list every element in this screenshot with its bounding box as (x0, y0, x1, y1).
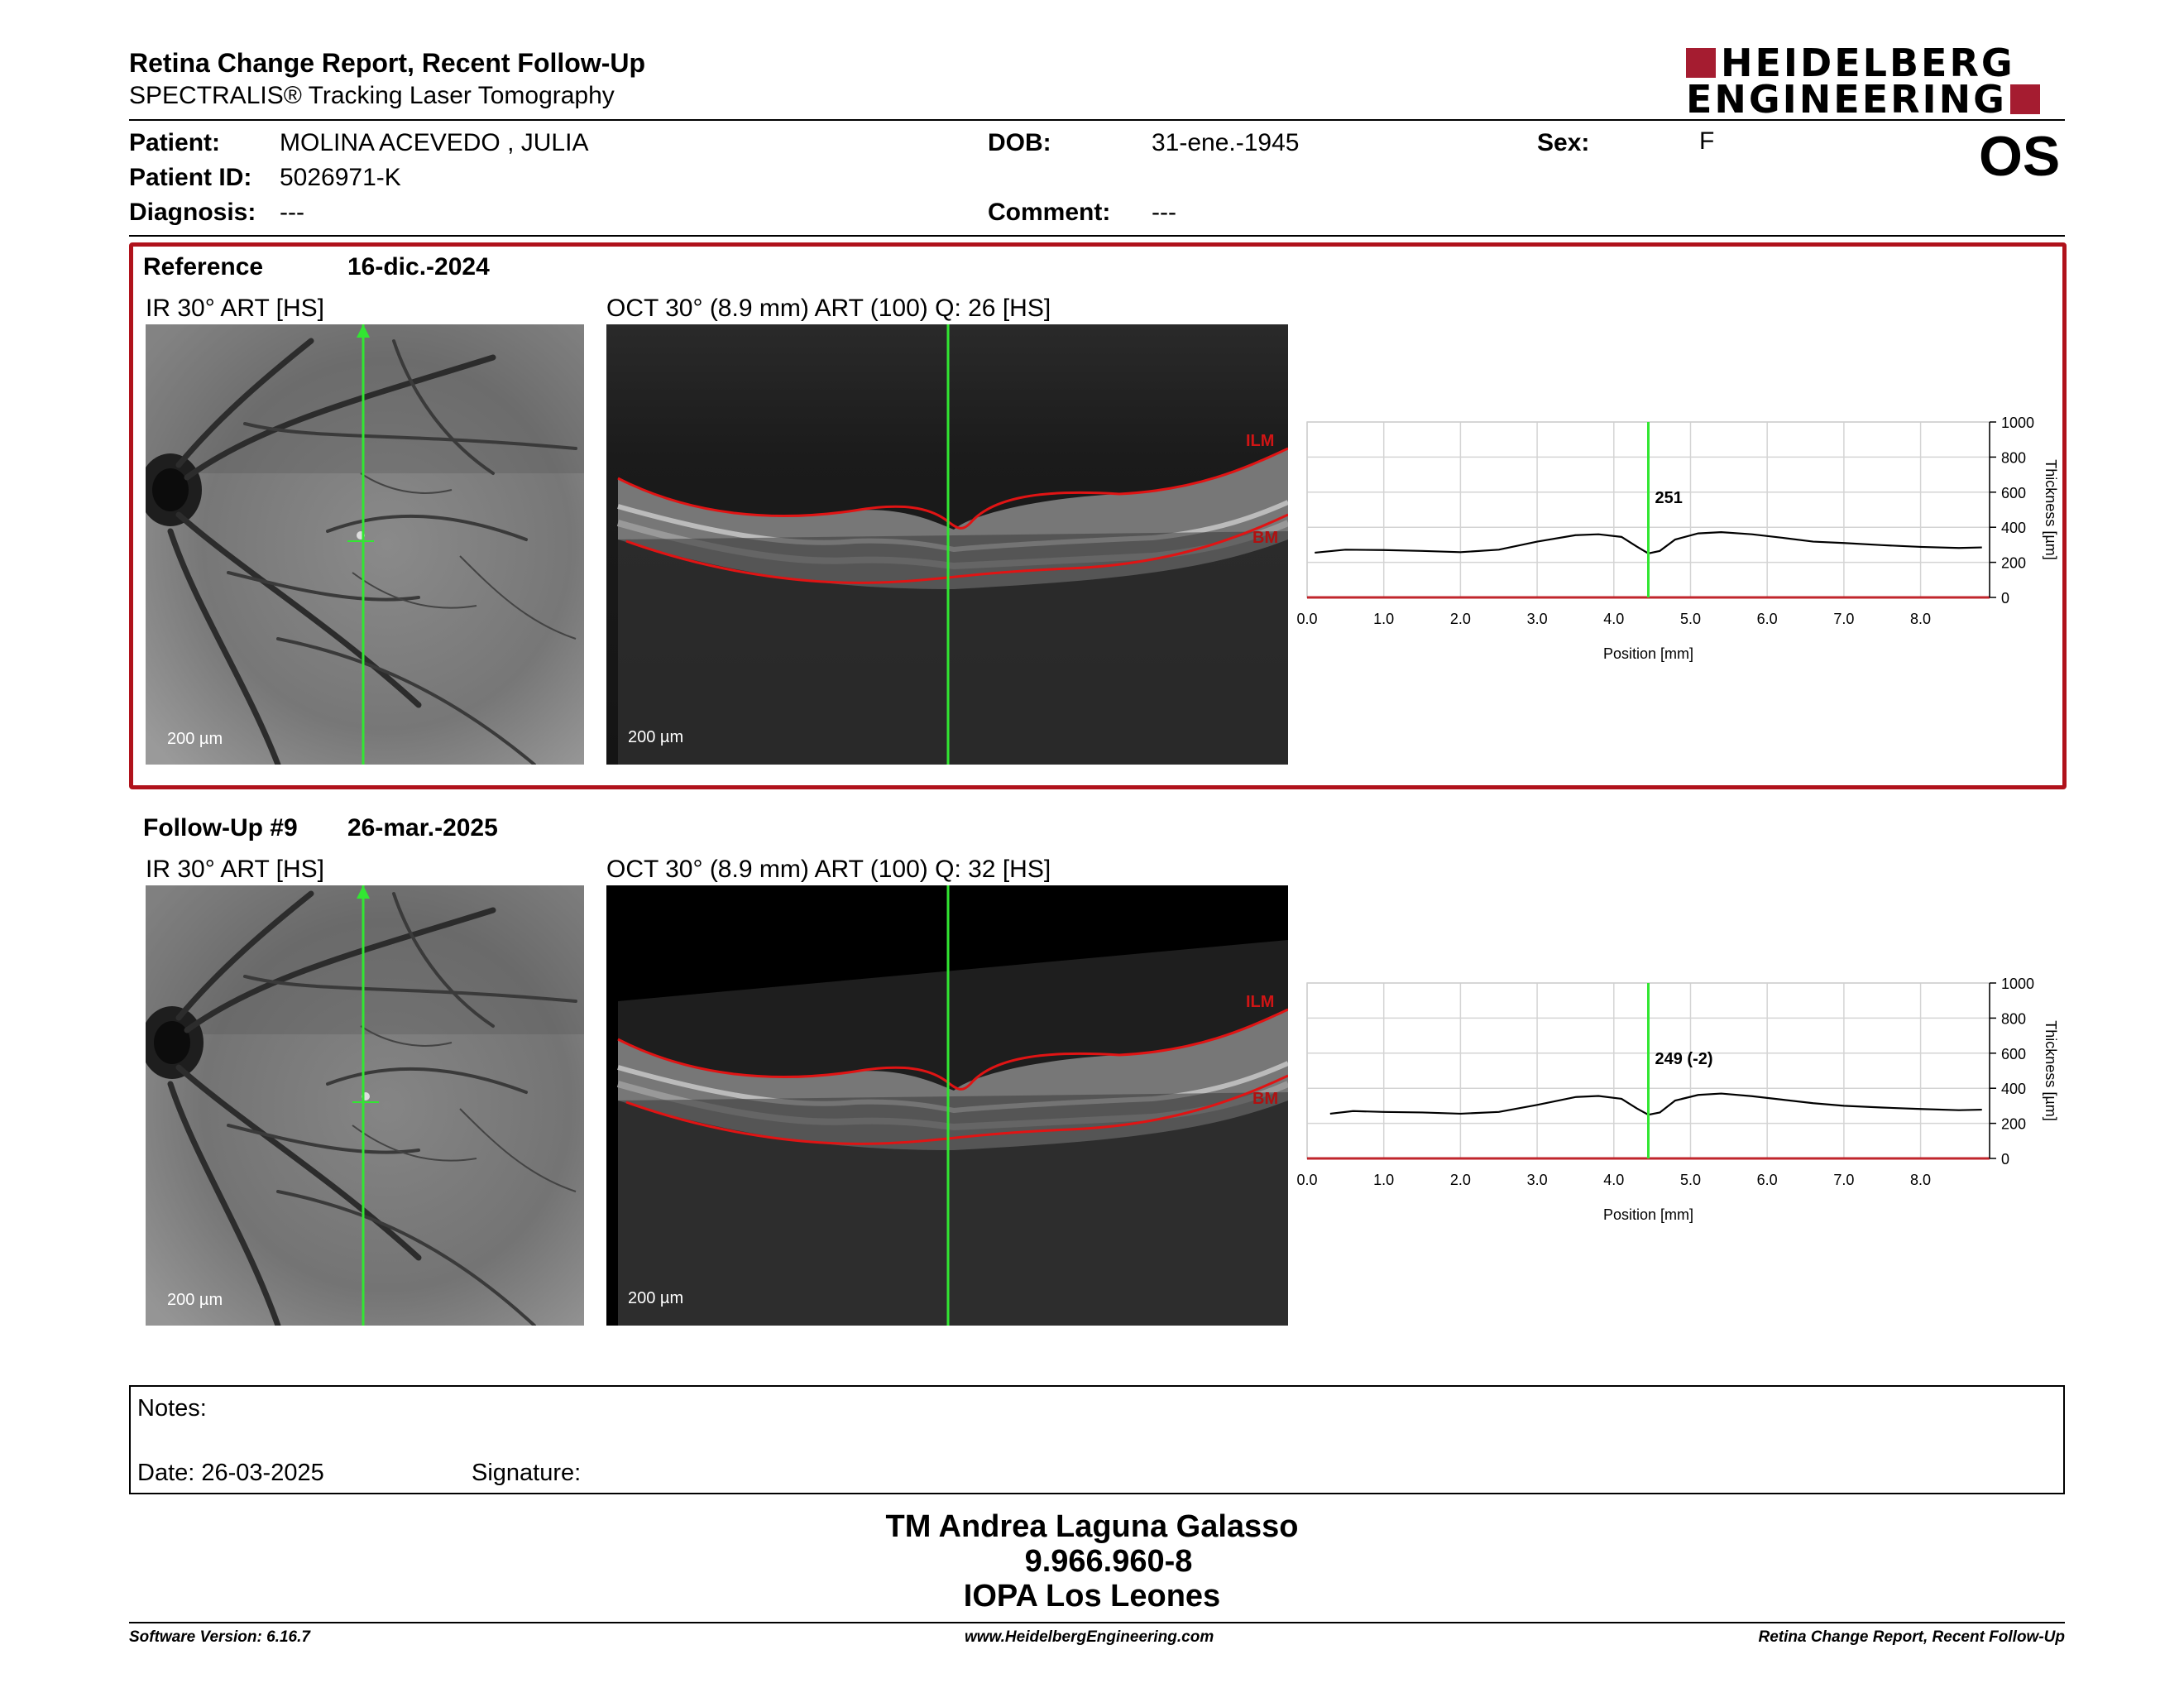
y-tick-label: 400 (2001, 520, 2026, 536)
signature-label: Signature: (472, 1460, 582, 1486)
notes-date: Date: 26-03-2025 (137, 1460, 324, 1486)
followup-ilm-label: ILM (1246, 993, 1275, 1011)
reference-ir-fundus-image: 200 µm (146, 324, 584, 765)
followup-ir-title: IR 30° ART [HS] (146, 856, 324, 883)
patient-label: Patient: (129, 129, 221, 156)
footer-divider (129, 1622, 2065, 1623)
signatory-rut: 9.966.960-8 (1024, 1544, 1193, 1579)
followup-thickness-chart: 0 200 400 600 800 1000 0.0 1.0 2.0 3.0 4.0 5.0 6.0 7.… (1296, 976, 2059, 1223)
x-tick-label: 3.0 (1527, 611, 1548, 627)
x-tick-label: 3.0 (1527, 1172, 1548, 1188)
reference-oct-scale-bar: 200 µm (628, 728, 684, 746)
signatory-institution: IOPA Los Leones (963, 1579, 1221, 1614)
reference-highlight-frame (129, 242, 2067, 789)
thickness-series-line (1329, 1092, 1982, 1116)
logo-line-2: ENGINEERING (1686, 77, 2040, 122)
header-divider (129, 119, 2065, 121)
thickness-series-line (1315, 531, 1982, 554)
eye-indicator: OS (1979, 125, 2061, 188)
signatory-name: TM Andrea Laguna Galasso (885, 1509, 1299, 1544)
x-tick-label: 1.0 (1373, 1172, 1394, 1188)
y-axis-label: Thickness [µm] (2043, 459, 2059, 559)
logo-text-1: HEIDELBERG (1721, 41, 2015, 85)
y-tick-label: 200 (2001, 1116, 2026, 1133)
y-tick-label: 0 (2001, 1151, 2009, 1168)
x-tick-label: 0.0 (1296, 611, 1317, 627)
footer-report-name: Retina Change Report, Recent Follow-Up (1758, 1628, 2065, 1646)
reference-oct-title: OCT 30° (8.9 mm) ART (100) Q: 26 [HS] (606, 295, 1051, 322)
sex-label: Sex: (1537, 129, 1590, 156)
dob-label: DOB: (988, 129, 1051, 156)
reference-bm-label: BM (1252, 529, 1279, 547)
y-tick-label: 600 (2001, 485, 2026, 501)
patient-id-label: Patient ID: (129, 164, 252, 191)
x-tick-label: 8.0 (1910, 1172, 1931, 1188)
reference-date: 16-dic.-2024 (347, 253, 490, 281)
reference-label: Reference (143, 253, 264, 281)
x-tick-label: 5.0 (1680, 1172, 1701, 1188)
marker-value-label: 249 (-2) (1655, 1050, 1713, 1068)
x-tick-label: 2.0 (1450, 1172, 1471, 1188)
patient-id: 5026971-K (280, 164, 401, 191)
x-tick-label: 4.0 (1603, 1172, 1624, 1188)
reference-thickness-chart: 0 200 400 600 800 1000 0.0 1.0 2.0 3.0 4.0 5.0 6.0 7.… (1296, 415, 2059, 662)
software-version: Software Version: 6.16.7 (129, 1628, 310, 1646)
x-tick-label: 8.0 (1910, 611, 1931, 627)
y-tick-label: 200 (2001, 555, 2026, 572)
logo-text-2: ENGINEERING (1686, 77, 2007, 122)
y-tick-label: 800 (2001, 1010, 2026, 1027)
report-title: Retina Change Report, Recent Follow-Up (129, 48, 646, 78)
x-tick-label: 0.0 (1296, 1172, 1317, 1188)
notes-label: Notes: (137, 1395, 207, 1422)
y-tick-label: 1000 (2001, 415, 2034, 431)
website-link[interactable]: www.HeidelbergEngineering.com (965, 1628, 1214, 1646)
x-tick-label: 7.0 (1833, 611, 1854, 627)
diagnosis-value: --- (280, 199, 304, 226)
logo-line-1: HEIDELBERG (1686, 41, 2015, 85)
logo-square-icon (1686, 48, 1716, 78)
followup-bm-label: BM (1252, 1090, 1279, 1108)
x-tick-label: 1.0 (1373, 611, 1394, 627)
marker-value-label: 251 (1655, 489, 1683, 507)
y-tick-label: 600 (2001, 1046, 2026, 1062)
reference-ir-scale-bar: 200 µm (167, 730, 223, 748)
y-tick-label: 400 (2001, 1081, 2026, 1097)
followup-ir-scale-bar: 200 µm (167, 1291, 223, 1309)
x-axis-label: Position [mm] (1603, 1206, 1693, 1223)
diagnosis-label: Diagnosis: (129, 199, 256, 226)
dob-value: 31-ene.-1945 (1152, 129, 1300, 156)
followup-oct-bscan: ILM BM 200 µm (606, 885, 1288, 1326)
followup-ir-fundus-image: 200 µm (146, 885, 584, 1326)
x-tick-label: 2.0 (1450, 611, 1471, 627)
sex-value: F (1699, 127, 1715, 155)
followup-oct-scale-bar: 200 µm (628, 1289, 684, 1307)
x-tick-label: 6.0 (1757, 611, 1778, 627)
x-tick-label: 4.0 (1603, 611, 1624, 627)
followup-oct-title: OCT 30° (8.9 mm) ART (100) Q: 32 [HS] (606, 856, 1051, 883)
reference-oct-bscan: ILM BM 200 µm (606, 324, 1288, 765)
x-axis-label: Position [mm] (1603, 645, 1693, 662)
x-tick-label: 5.0 (1680, 611, 1701, 627)
patient-divider (129, 235, 2065, 237)
reference-ir-title: IR 30° ART [HS] (146, 295, 324, 322)
notes-box: Notes: Date: 26-03-2025 Signature: (129, 1385, 2065, 1494)
followup-label: Follow-Up #9 (143, 814, 298, 842)
x-tick-label: 7.0 (1833, 1172, 1854, 1188)
reference-ilm-label: ILM (1246, 432, 1275, 450)
logo-square-icon (2009, 84, 2040, 114)
report-subtitle: SPECTRALIS® Tracking Laser Tomography (129, 82, 615, 109)
y-axis-label: Thickness [µm] (2043, 1020, 2059, 1120)
y-tick-label: 1000 (2001, 976, 2034, 992)
comment-value: --- (1152, 199, 1176, 226)
y-tick-label: 800 (2001, 449, 2026, 466)
patient-name: MOLINA ACEVEDO , JULIA (280, 129, 589, 156)
followup-date: 26-mar.-2025 (347, 814, 498, 842)
y-tick-label: 0 (2001, 590, 2009, 607)
comment-label: Comment: (988, 199, 1111, 226)
x-tick-label: 6.0 (1757, 1172, 1778, 1188)
